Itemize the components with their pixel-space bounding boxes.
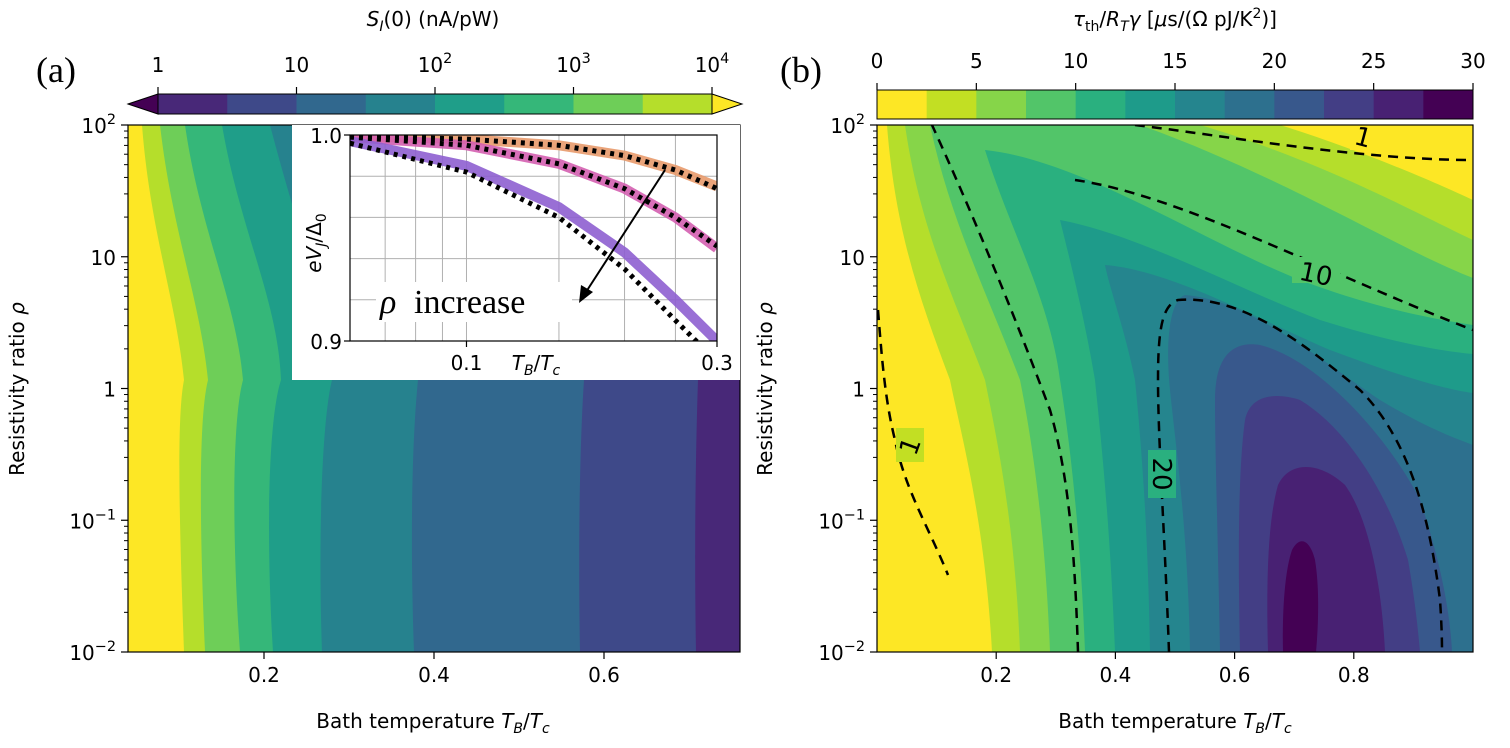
colorbar-a-extend-low [126, 93, 159, 115]
y-tick-label-b: 10−2 [818, 639, 865, 665]
colorbar-b-cell [976, 90, 1027, 119]
heatmap-a-band-8 [695, 380, 740, 652]
inset-a: 0.1 0.3 0.9 1.0 eVJ/Δ0 TB/Tc ρ increase [292, 124, 740, 380]
axes-a: 0.2 0.4 0.6 10−2 10−1 1 10 102 [69, 112, 620, 687]
panel-a: (a) SI(0) (nA/pW) 1 10 102 103 104 0.2 0.4 0.6… [5, 7, 744, 737]
y-tick-label-a: 102 [81, 112, 116, 138]
contour-b-10 [930, 125, 1080, 652]
inset-a-xlabel: TB/Tc [512, 351, 561, 379]
inset-a-lines [350, 135, 717, 341]
y-tick-label-a: 10−2 [69, 639, 116, 665]
x-axis-a-label: Bath temperature TB/Tc [316, 709, 550, 737]
contour-b-label-10: 10 [1296, 257, 1335, 293]
x-tick-label-a: 0.2 [248, 663, 280, 687]
colorbar-b-tick-label: 5 [970, 49, 983, 73]
inset-a-series [350, 136, 717, 341]
colorbar-b-tick-label: 0 [871, 49, 884, 73]
y-axis-b-label: Resistivity ratio ρ [753, 302, 777, 476]
y-tick-label-b: 10 [840, 246, 865, 270]
colorbar-a-tick-label: 102 [418, 51, 453, 77]
colorbar-b-tick-label: 30 [1460, 49, 1485, 73]
inset-a-dotted-series [350, 140, 700, 341]
y-tick-label-b: 10−1 [818, 507, 865, 533]
colorbar-a-tick-label: 104 [695, 51, 730, 77]
axes-b: 0.2 0.4 0.6 0.8 10−2 10−1 1 10 102 [818, 112, 1369, 687]
colorbar-a-tick-label: 10 [284, 53, 309, 77]
colorbar-a-cell [158, 94, 228, 114]
contour-b-10-right [1074, 178, 1473, 332]
x-tick-label-a: 0.4 [418, 663, 450, 687]
colorbar-b-cell [1274, 90, 1325, 119]
colorbar-b-tick-label: 15 [1162, 49, 1187, 73]
colorbar-a-label: SI(0) (nA/pW) [367, 7, 500, 35]
inset-a-ylabel: eVJ/Δ0 [302, 213, 330, 272]
colorbar-a-cell [504, 94, 574, 114]
panel-label-b: (b) [780, 50, 822, 90]
x-tick-label-a: 0.6 [588, 663, 620, 687]
colorbar-a-cell [296, 94, 367, 114]
heatmap-b-band-11 [1282, 541, 1319, 652]
colorbar-b-cell [1373, 90, 1424, 119]
colorbar-b-cell [1026, 90, 1077, 119]
colorbar-b-tick-label: 25 [1361, 49, 1386, 73]
inset-a-xtick-label: 0.1 [451, 351, 483, 375]
colorbar-b-cell [1224, 90, 1275, 119]
colorbar-b: τth/RTγ [μs/(Ω pJ/K2)] 0 5 10 15 20 25 30 [871, 6, 1486, 120]
inset-a-annotation-rho: ρ [379, 284, 396, 321]
colorbar-a-cell [573, 94, 644, 114]
contour-b-1-top [1134, 125, 1473, 162]
colorbar-b-cell [877, 90, 928, 119]
colorbar-b-cell [1423, 90, 1474, 119]
y-tick-label-a: 10−1 [69, 507, 116, 533]
x-axis-b-label: Bath temperature TB/Tc [1058, 709, 1292, 737]
panel-label-a: (a) [36, 50, 76, 90]
inset-a-frame [349, 134, 718, 342]
colorbar-b-tick-label: 20 [1262, 49, 1287, 73]
inset-a-annotation-bg [376, 282, 572, 322]
colorbar-a-cell [435, 94, 505, 114]
y-tick-label-b: 102 [830, 112, 865, 138]
x-tick-label-b: 0.8 [1338, 663, 1370, 687]
colorbar-a: SI(0) (nA/pW) 1 10 102 103 104 [126, 7, 744, 115]
y-tick-label-a: 1 [103, 378, 116, 402]
x-tick-label-b: 0.2 [980, 663, 1012, 687]
colorbar-a-cell [227, 94, 297, 114]
colorbar-a-extend-high [711, 93, 744, 115]
y-tick-label-a: 10 [91, 246, 116, 270]
colorbar-b-cell [1324, 90, 1375, 119]
contour-b-20 [1156, 298, 1444, 652]
inset-a-ticks: 0.1 0.3 0.9 1.0 [310, 124, 733, 375]
contour-b-label-1-top: 1 [1351, 121, 1375, 154]
inset-a-ytick-label: 1.0 [310, 124, 342, 148]
inset-a-dotted-series [350, 135, 717, 191]
colorbar-a-tick-label: 103 [556, 51, 591, 77]
inset-a-background [292, 125, 740, 380]
colorbar-a-cell [642, 94, 713, 114]
colorbar-a-cell [365, 94, 436, 114]
inset-a-dotted-series [350, 135, 717, 249]
colorbar-a-tick-label: 1 [152, 53, 165, 77]
colorbar-b-cell [1125, 90, 1176, 119]
colorbar-b-cell [1075, 90, 1126, 119]
colorbar-b-cell [1175, 90, 1226, 119]
inset-a-ytick-label: 0.9 [310, 330, 342, 354]
colorbar-b-label: τth/RTγ [μs/(Ω pJ/K2)] [1073, 6, 1277, 35]
panel-b: (b) τth/RTγ [μs/(Ω pJ/K2)] 0 5 10 15 20 25 30 [753, 6, 1486, 737]
contour-b-label-20: 20 [1146, 457, 1176, 490]
x-tick-label-b: 0.4 [1099, 663, 1131, 687]
y-axis-a-label: Resistivity ratio ρ [5, 302, 29, 476]
inset-a-annotation-text: increase [414, 284, 525, 321]
inset-a-xtick-label: 0.3 [701, 351, 733, 375]
y-tick-label-b: 1 [852, 378, 865, 402]
x-tick-label-b: 0.6 [1219, 663, 1251, 687]
heatmap-b-field: 10 20 1 1 [877, 121, 1473, 652]
inset-a-arrow-head [579, 285, 593, 303]
colorbar-b-tick-label: 10 [1063, 49, 1088, 73]
inset-a-arrow-shaft [585, 169, 666, 293]
colorbar-b-cell [926, 90, 977, 119]
